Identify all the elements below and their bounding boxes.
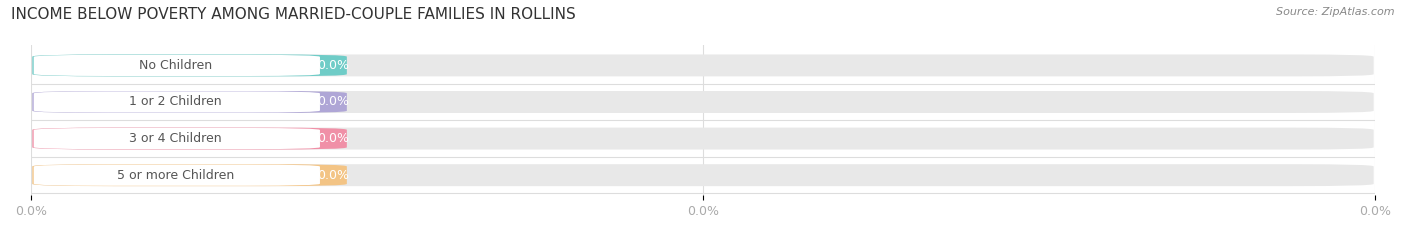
FancyBboxPatch shape: [32, 91, 1374, 113]
FancyBboxPatch shape: [32, 164, 1374, 186]
FancyBboxPatch shape: [32, 55, 347, 76]
Text: No Children: No Children: [139, 59, 212, 72]
Text: 0.0%: 0.0%: [318, 59, 350, 72]
FancyBboxPatch shape: [34, 55, 321, 76]
Text: INCOME BELOW POVERTY AMONG MARRIED-COUPLE FAMILIES IN ROLLINS: INCOME BELOW POVERTY AMONG MARRIED-COUPL…: [11, 7, 576, 22]
Text: 1 or 2 Children: 1 or 2 Children: [129, 96, 222, 109]
FancyBboxPatch shape: [34, 164, 321, 186]
FancyBboxPatch shape: [32, 91, 347, 113]
FancyBboxPatch shape: [32, 128, 347, 150]
Text: 0.0%: 0.0%: [318, 132, 350, 145]
Text: 3 or 4 Children: 3 or 4 Children: [129, 132, 222, 145]
FancyBboxPatch shape: [34, 91, 321, 113]
FancyBboxPatch shape: [34, 128, 321, 149]
FancyBboxPatch shape: [32, 164, 347, 186]
FancyBboxPatch shape: [32, 128, 1374, 150]
Text: Source: ZipAtlas.com: Source: ZipAtlas.com: [1277, 7, 1395, 17]
FancyBboxPatch shape: [32, 55, 1374, 76]
Text: 0.0%: 0.0%: [318, 169, 350, 182]
Text: 0.0%: 0.0%: [318, 96, 350, 109]
Text: 5 or more Children: 5 or more Children: [117, 169, 235, 182]
